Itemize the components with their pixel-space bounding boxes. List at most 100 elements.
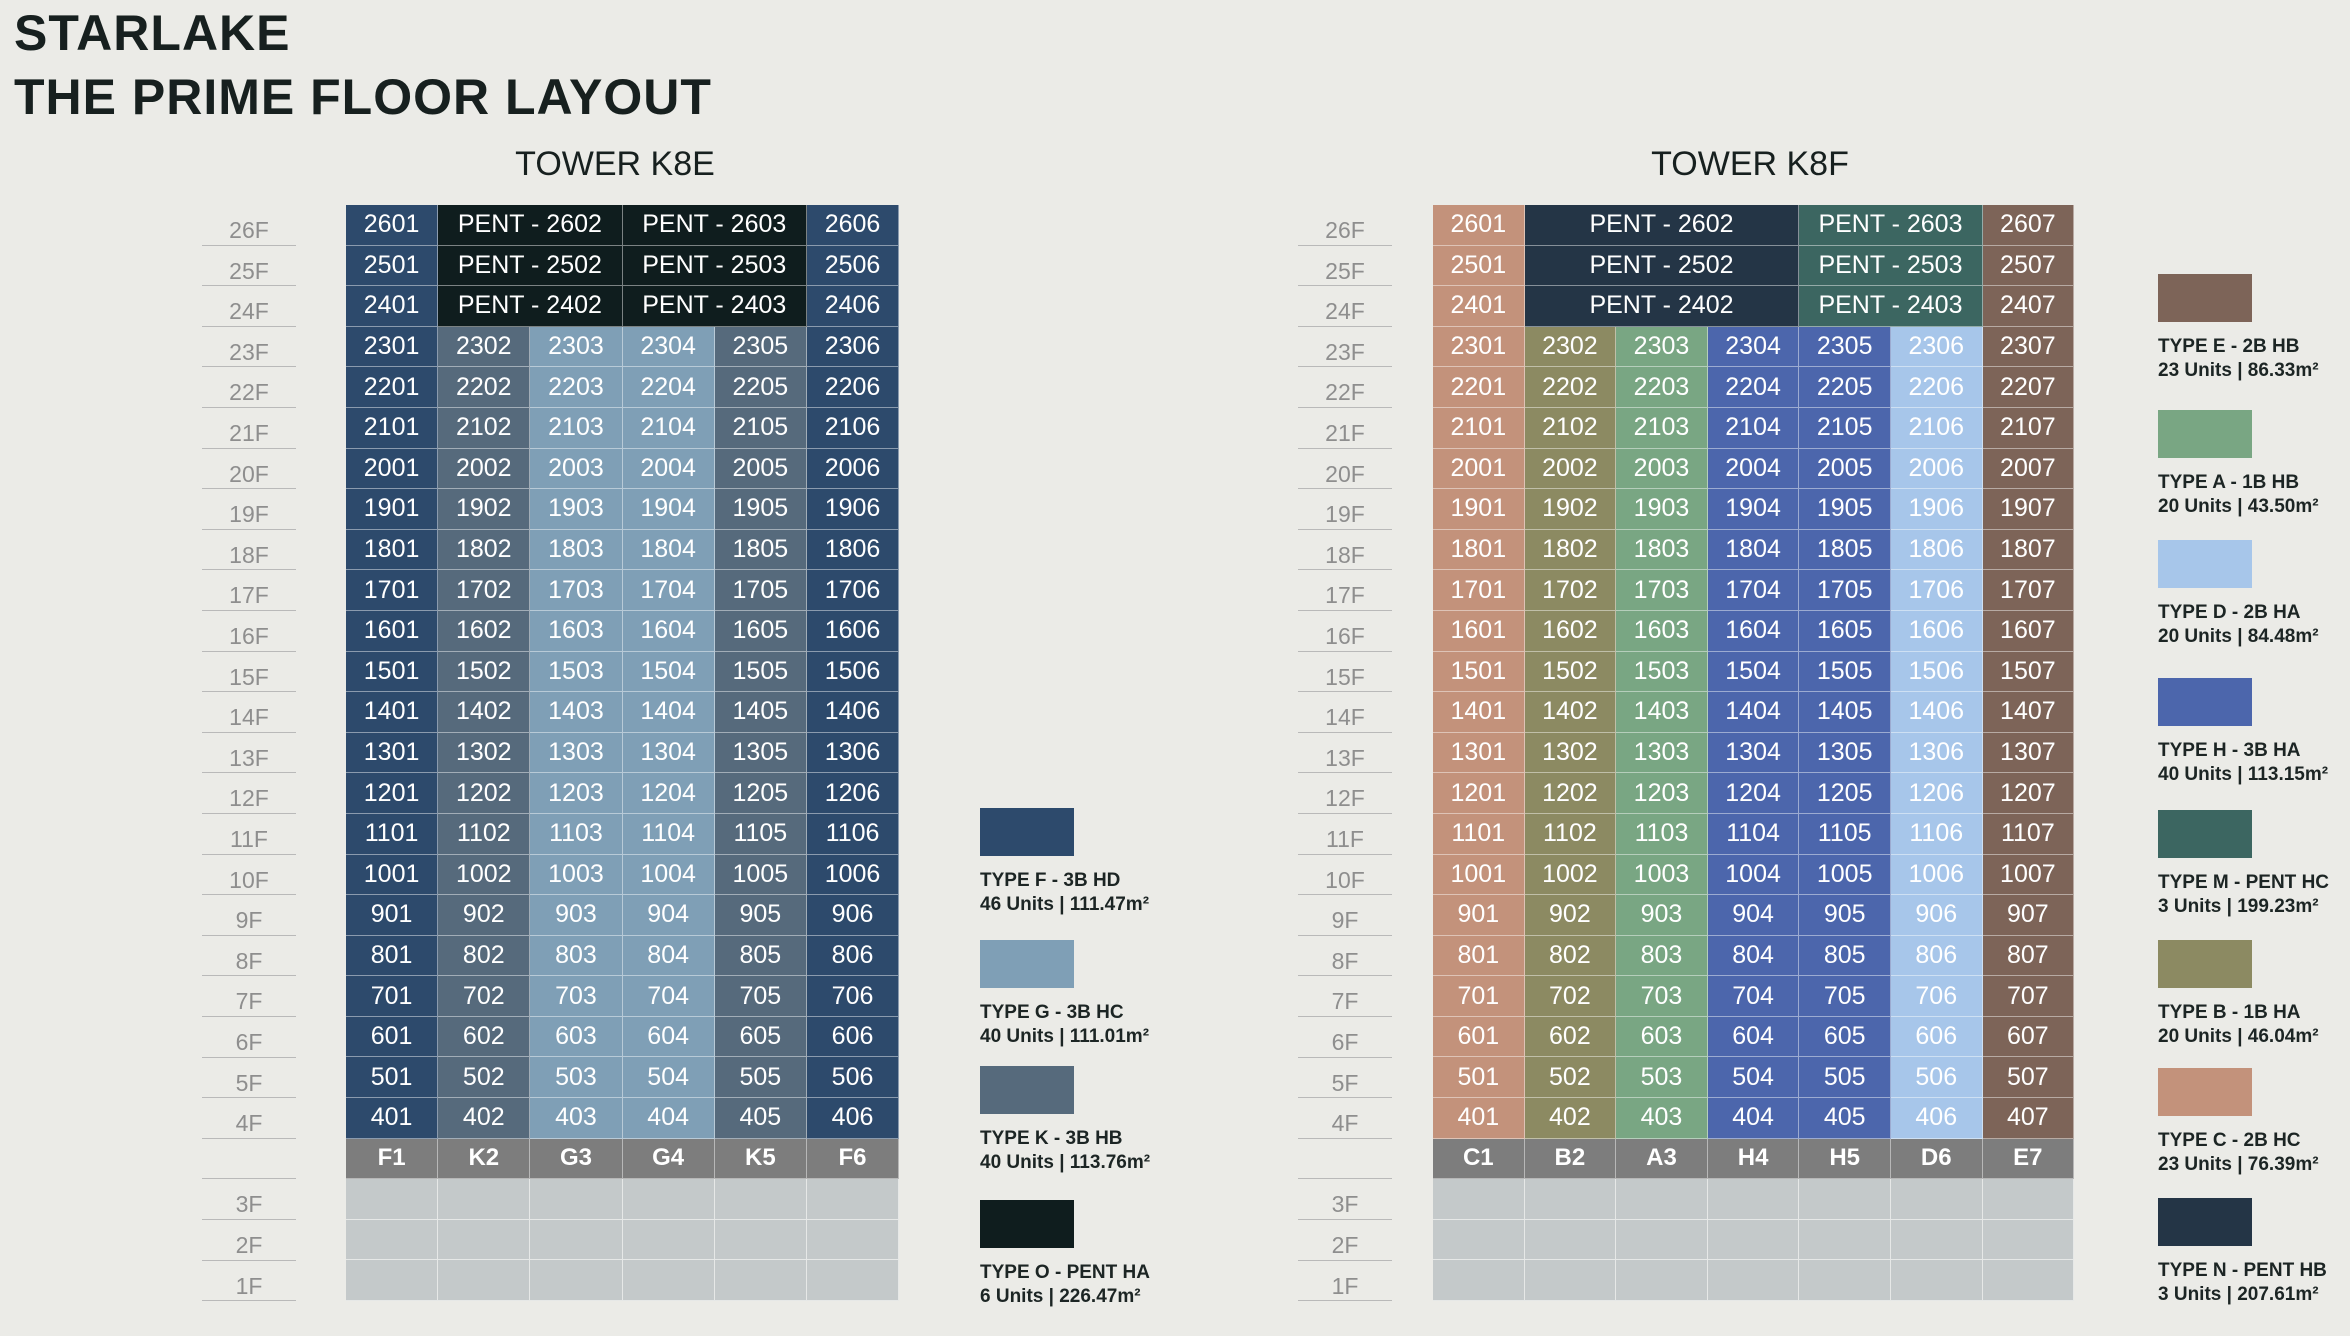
penthouse-unit[interactable]: PENT - 2402 bbox=[438, 286, 623, 327]
unit-cell[interactable]: 1403 bbox=[1616, 692, 1708, 733]
unit-cell[interactable]: 1302 bbox=[1524, 732, 1617, 774]
unit-cell[interactable]: 1303 bbox=[1616, 732, 1708, 774]
unit-cell[interactable]: 902 bbox=[438, 895, 531, 936]
unit-cell[interactable]: 406 bbox=[1890, 1098, 1983, 1139]
unit-cell[interactable]: 701 bbox=[1433, 976, 1525, 1017]
unit-cell[interactable]: 601 bbox=[346, 1016, 439, 1058]
unit-cell[interactable]: 804 bbox=[1707, 935, 1800, 977]
unit-cell[interactable]: 906 bbox=[1890, 895, 1983, 936]
unit-cell[interactable]: 1404 bbox=[1707, 692, 1800, 733]
unit-cell[interactable]: 1204 bbox=[1707, 773, 1800, 814]
unit-cell[interactable]: 1603 bbox=[1616, 610, 1708, 652]
unit-cell[interactable]: 2101 bbox=[346, 407, 439, 449]
unit-cell[interactable]: 806 bbox=[1890, 935, 1983, 977]
unit-cell[interactable]: 2207 bbox=[1982, 367, 2075, 408]
unit-cell[interactable]: 1701 bbox=[1433, 570, 1525, 611]
unit-cell[interactable]: 601 bbox=[1433, 1016, 1525, 1058]
unit-cell[interactable]: 2202 bbox=[1524, 367, 1617, 408]
penthouse-unit[interactable]: PENT - 2403 bbox=[622, 286, 807, 327]
unit-cell[interactable]: 603 bbox=[1616, 1016, 1708, 1058]
unit-cell[interactable]: 1301 bbox=[1433, 732, 1525, 774]
unit-cell[interactable]: 1401 bbox=[346, 692, 439, 733]
unit-cell[interactable]: 1805 bbox=[714, 529, 807, 571]
unit-cell[interactable]: 1303 bbox=[530, 732, 623, 774]
unit-cell[interactable]: 2206 bbox=[806, 367, 900, 408]
unit-cell[interactable]: 1903 bbox=[1616, 489, 1708, 530]
unit-cell[interactable]: 2507 bbox=[1982, 245, 2075, 287]
unit-cell[interactable]: 2007 bbox=[1982, 448, 2075, 490]
penthouse-unit[interactable]: PENT - 2602 bbox=[1524, 205, 1800, 246]
unit-cell[interactable]: 1701 bbox=[346, 570, 439, 611]
unit-cell[interactable]: 1006 bbox=[806, 854, 900, 896]
unit-cell[interactable]: 1402 bbox=[1524, 692, 1617, 733]
unit-cell[interactable]: 1504 bbox=[1707, 651, 1800, 693]
unit-cell[interactable]: 1102 bbox=[1524, 813, 1617, 855]
unit-cell[interactable]: 2203 bbox=[530, 367, 623, 408]
unit-cell[interactable]: 602 bbox=[438, 1016, 531, 1058]
penthouse-unit[interactable]: PENT - 2602 bbox=[438, 205, 623, 246]
unit-cell[interactable]: 1802 bbox=[1524, 529, 1617, 571]
unit-cell[interactable]: 2104 bbox=[622, 407, 715, 449]
unit-cell[interactable]: 1702 bbox=[438, 570, 531, 611]
unit-cell[interactable]: 705 bbox=[714, 976, 807, 1017]
unit-cell[interactable]: 1005 bbox=[714, 854, 807, 896]
unit-cell[interactable]: 1501 bbox=[346, 651, 439, 693]
penthouse-unit[interactable]: PENT - 2503 bbox=[1799, 245, 1983, 287]
unit-cell[interactable]: 705 bbox=[1799, 976, 1891, 1017]
unit-cell[interactable]: 802 bbox=[1524, 935, 1617, 977]
unit-cell[interactable]: 1007 bbox=[1982, 854, 2075, 896]
unit-cell[interactable]: 1603 bbox=[530, 610, 623, 652]
unit-cell[interactable]: 1902 bbox=[1524, 489, 1617, 530]
unit-cell[interactable]: 2303 bbox=[530, 326, 623, 368]
unit-cell[interactable]: 1001 bbox=[1433, 854, 1525, 896]
unit-cell[interactable]: 1402 bbox=[438, 692, 531, 733]
unit-cell[interactable]: 503 bbox=[530, 1057, 623, 1099]
unit-cell[interactable]: 1905 bbox=[1799, 489, 1891, 530]
unit-cell[interactable]: 1604 bbox=[622, 610, 715, 652]
unit-cell[interactable]: 906 bbox=[806, 895, 900, 936]
unit-cell[interactable]: 2103 bbox=[530, 407, 623, 449]
unit-cell[interactable]: 2305 bbox=[1799, 326, 1891, 368]
unit-cell[interactable]: 1503 bbox=[1616, 651, 1708, 693]
unit-cell[interactable]: 2102 bbox=[1524, 407, 1617, 449]
unit-cell[interactable]: 1003 bbox=[530, 854, 623, 896]
unit-cell[interactable]: 2005 bbox=[1799, 448, 1891, 490]
unit-cell[interactable]: 1305 bbox=[1799, 732, 1891, 774]
unit-cell[interactable]: 901 bbox=[346, 895, 439, 936]
unit-cell[interactable]: 706 bbox=[1890, 976, 1983, 1017]
unit-cell[interactable]: 1507 bbox=[1982, 651, 2075, 693]
unit-cell[interactable]: 602 bbox=[1524, 1016, 1617, 1058]
unit-cell[interactable]: 1707 bbox=[1982, 570, 2075, 611]
unit-cell[interactable]: 2307 bbox=[1982, 326, 2075, 368]
unit-cell[interactable]: 801 bbox=[1433, 935, 1525, 977]
unit-cell[interactable]: 1607 bbox=[1982, 610, 2075, 652]
unit-cell[interactable]: 1407 bbox=[1982, 692, 2075, 733]
unit-cell[interactable]: 2004 bbox=[1707, 448, 1800, 490]
unit-cell[interactable]: 2406 bbox=[806, 286, 900, 327]
unit-cell[interactable]: 1506 bbox=[806, 651, 900, 693]
unit-cell[interactable]: 2306 bbox=[806, 326, 900, 368]
unit-cell[interactable]: 603 bbox=[530, 1016, 623, 1058]
unit-cell[interactable]: 2105 bbox=[1799, 407, 1891, 449]
unit-cell[interactable]: 1703 bbox=[1616, 570, 1708, 611]
unit-cell[interactable]: 902 bbox=[1524, 895, 1617, 936]
unit-cell[interactable]: 1004 bbox=[622, 854, 715, 896]
unit-cell[interactable]: 404 bbox=[1707, 1098, 1800, 1139]
unit-cell[interactable]: 805 bbox=[1799, 935, 1891, 977]
unit-cell[interactable]: 801 bbox=[346, 935, 439, 977]
unit-cell[interactable]: 2305 bbox=[714, 326, 807, 368]
unit-cell[interactable]: 905 bbox=[714, 895, 807, 936]
unit-cell[interactable]: 1001 bbox=[346, 854, 439, 896]
unit-cell[interactable]: 1207 bbox=[1982, 773, 2075, 814]
unit-cell[interactable]: 1202 bbox=[1524, 773, 1617, 814]
unit-cell[interactable]: 903 bbox=[530, 895, 623, 936]
unit-cell[interactable]: 2401 bbox=[346, 286, 439, 327]
unit-cell[interactable]: 2002 bbox=[1524, 448, 1617, 490]
unit-cell[interactable]: 1005 bbox=[1799, 854, 1891, 896]
unit-cell[interactable]: 2105 bbox=[714, 407, 807, 449]
unit-cell[interactable]: 1903 bbox=[530, 489, 623, 530]
unit-cell[interactable]: 1901 bbox=[346, 489, 439, 530]
unit-cell[interactable]: 1406 bbox=[806, 692, 900, 733]
unit-cell[interactable]: 506 bbox=[806, 1057, 900, 1099]
unit-cell[interactable]: 1203 bbox=[1616, 773, 1708, 814]
